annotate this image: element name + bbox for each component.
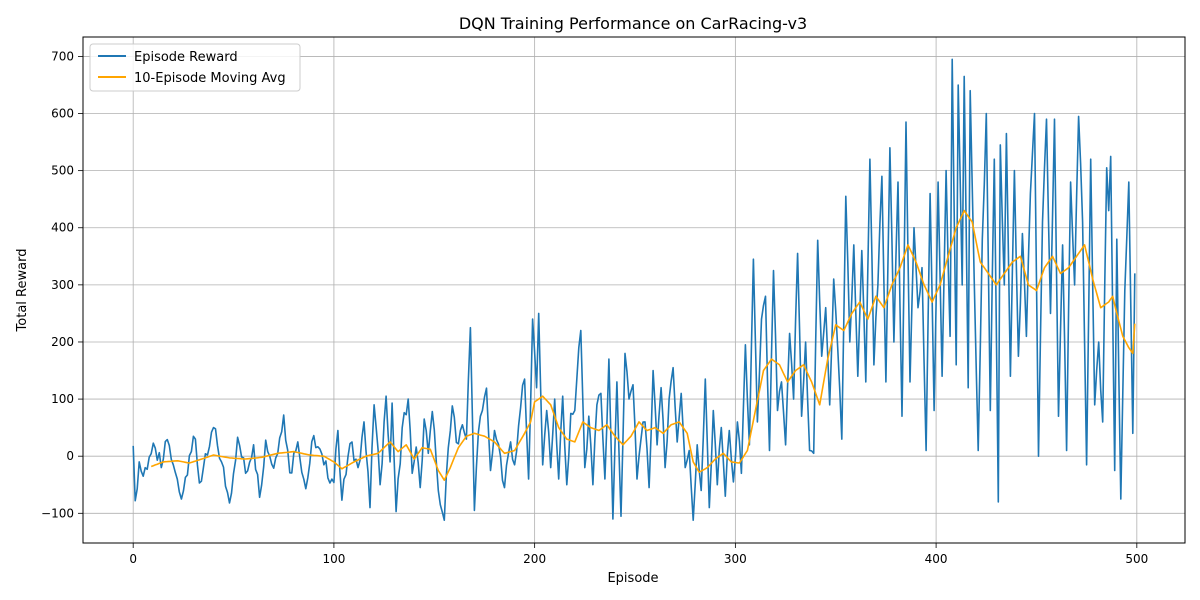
y-axis-ticks: −100 0 100 200 300 400 500 600 700 [41, 49, 83, 520]
y-axis-label: Total Reward [15, 249, 30, 333]
x-tick-label: 400 [925, 552, 948, 566]
y-tick-label: −100 [41, 506, 74, 520]
y-tick-label: 0 [66, 449, 74, 463]
y-tick-label: 600 [51, 107, 74, 121]
x-axis-label: Episode [607, 571, 658, 586]
y-tick-label: 700 [51, 49, 74, 63]
y-tick-label: 200 [51, 335, 74, 349]
series-line-episode-reward [132, 58, 1136, 521]
y-tick-label: 400 [51, 221, 74, 235]
series-layer [132, 58, 1136, 521]
legend: Episode Reward 10-Episode Moving Avg [89, 43, 301, 92]
y-tick-label: 300 [51, 278, 74, 292]
x-axis-ticks: 0 100 200 300 400 500 [129, 543, 1148, 566]
y-tick-label: 500 [51, 164, 74, 178]
x-tick-label: 300 [724, 552, 747, 566]
x-tick-label: 500 [1125, 552, 1148, 566]
y-tick-label: 100 [51, 392, 74, 406]
x-tick-label: 200 [523, 552, 546, 566]
legend-box [89, 43, 301, 92]
x-tick-label: 100 [322, 552, 345, 566]
series-line-moving-average [150, 209, 1136, 481]
x-tick-label: 0 [129, 552, 137, 566]
legend-label-episode-reward: Episode Reward [134, 50, 238, 65]
chart-title: DQN Training Performance on CarRacing-v3 [459, 14, 807, 33]
plot-frame [82, 36, 1186, 544]
legend-label-moving-average: 10-Episode Moving Avg [134, 71, 286, 86]
